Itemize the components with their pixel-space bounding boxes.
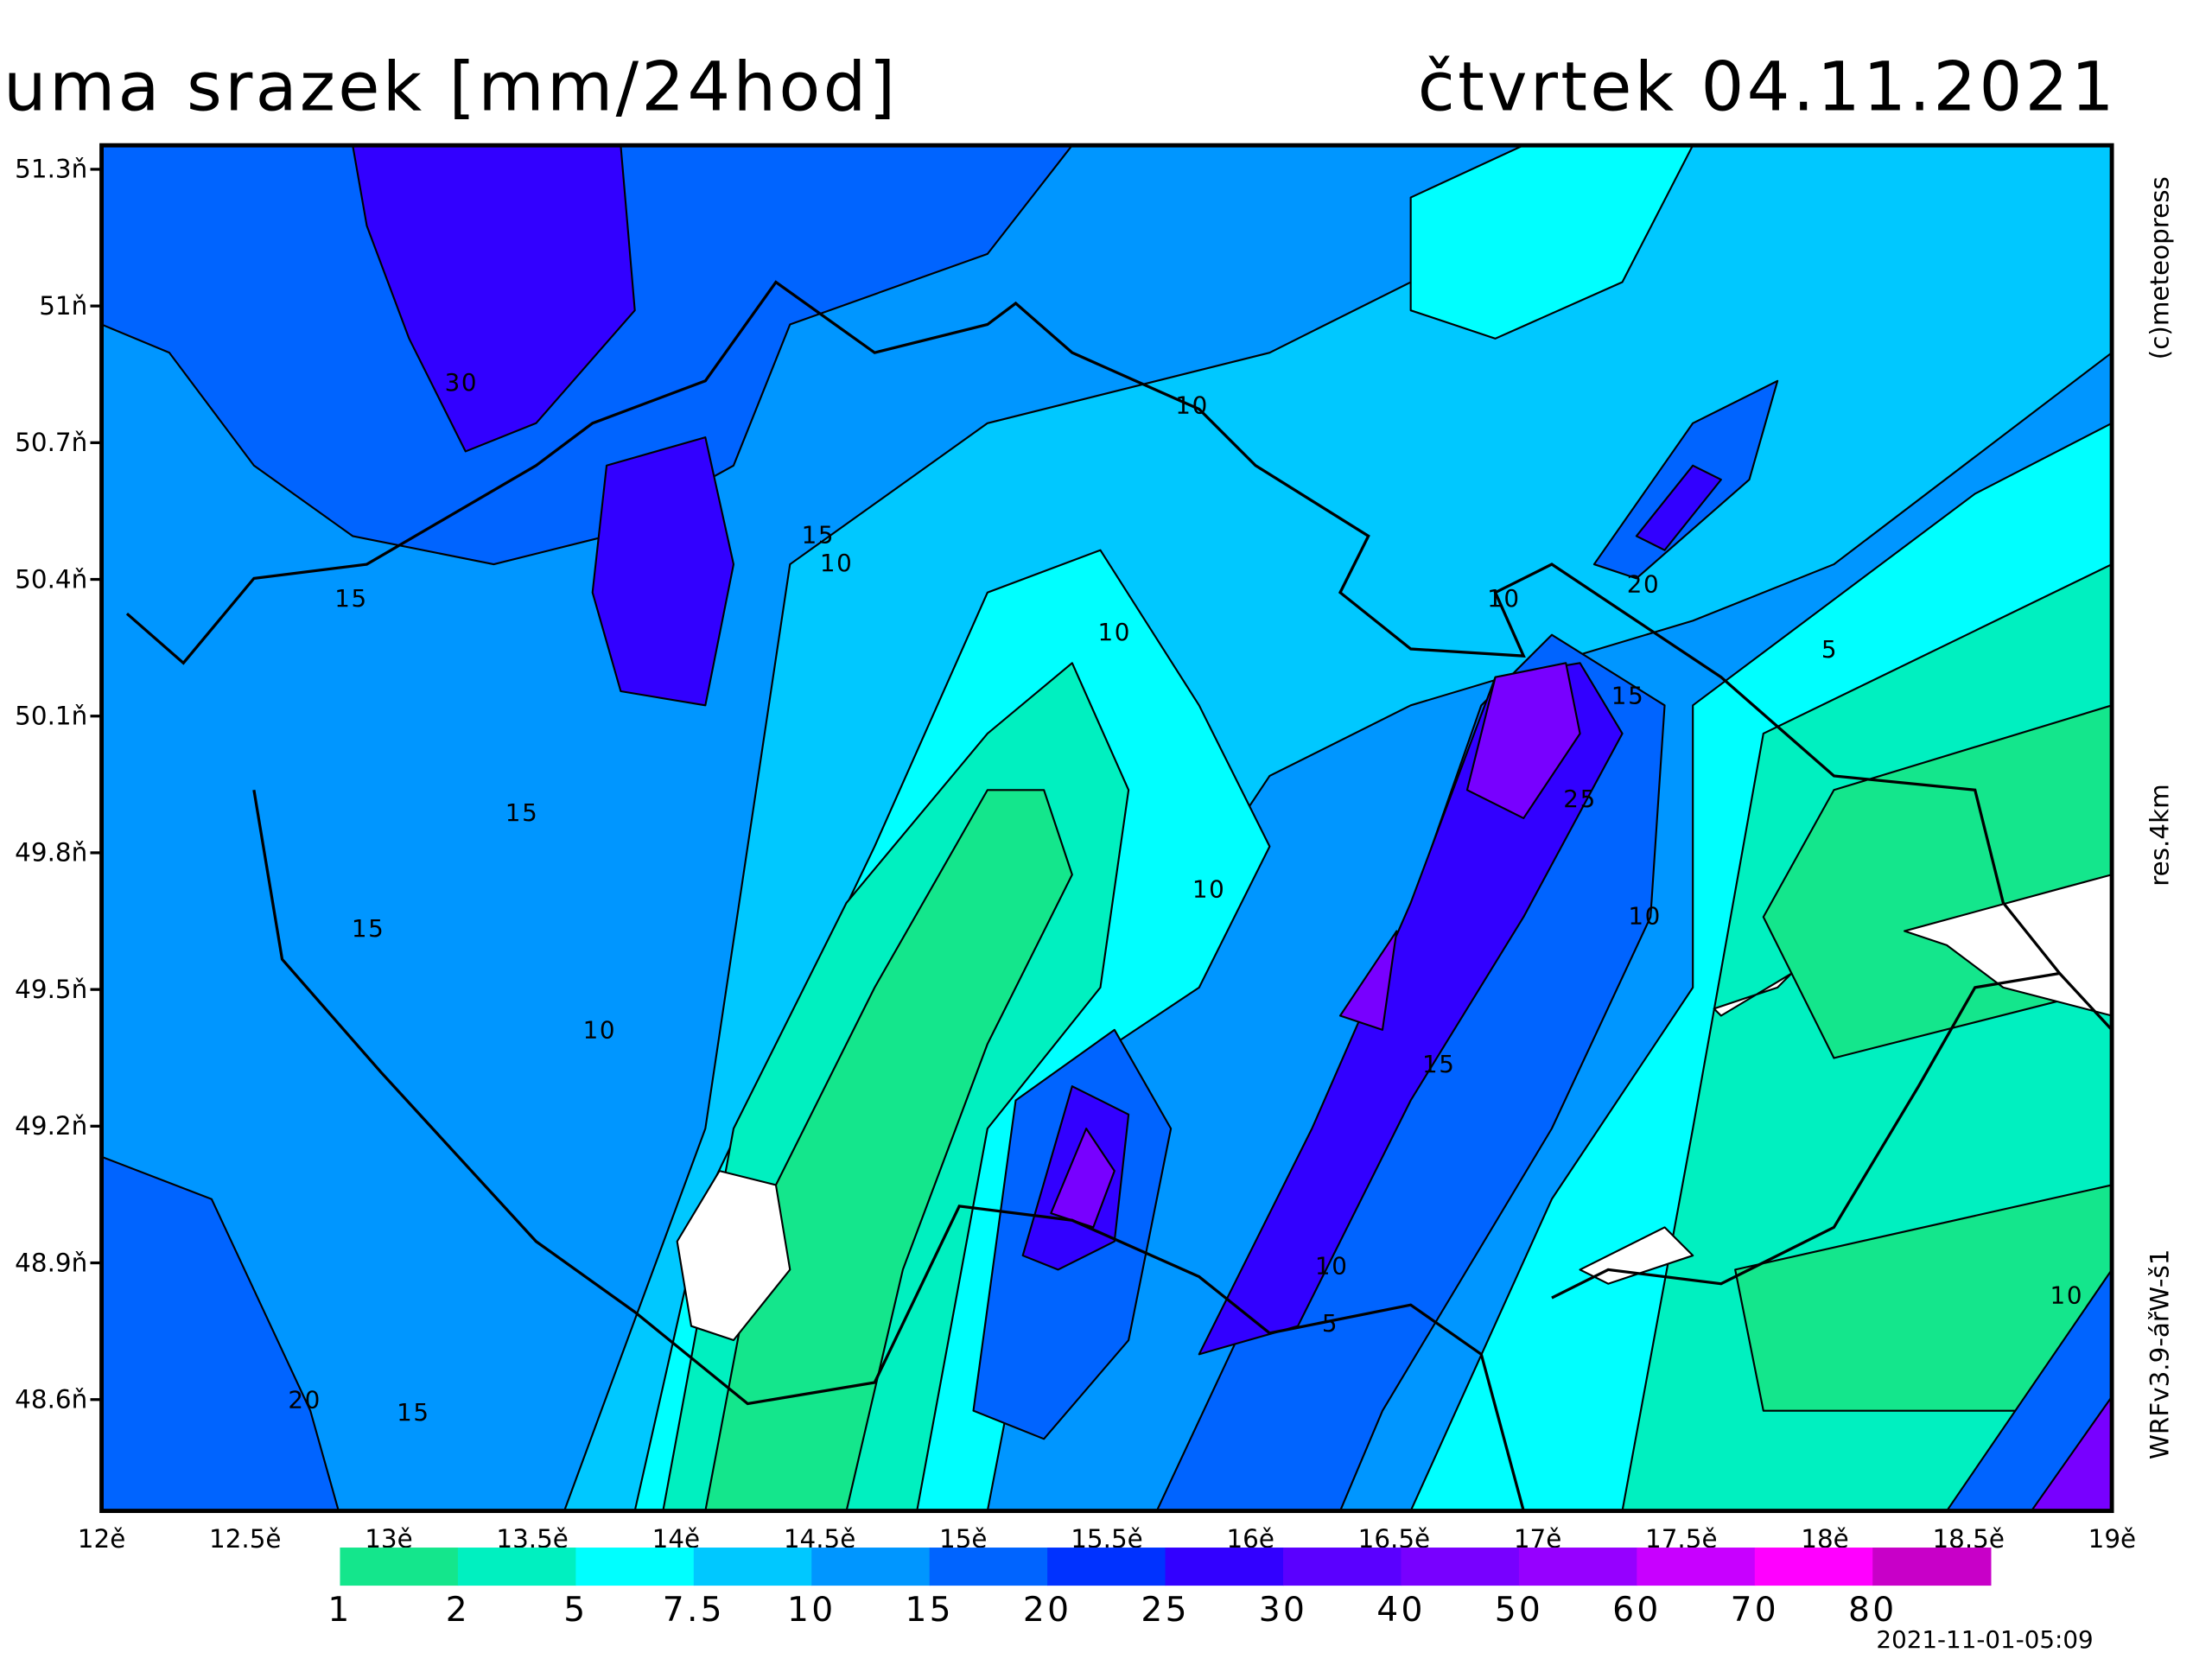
legend-swatch: [1872, 1548, 1992, 1586]
y-axis-label: 50.1ň: [15, 702, 87, 731]
legend-label: 70: [1731, 1591, 1779, 1630]
legend-label: 1: [327, 1591, 352, 1630]
map-date: čtvrtek 04.11.2021: [1418, 48, 2117, 126]
contour-label: 15: [397, 1398, 430, 1427]
contour-label: 25: [1563, 785, 1597, 813]
y-axis-label: 48.6ň: [15, 1385, 87, 1414]
contour-label: 15: [1611, 682, 1645, 710]
legend-swatch: [1165, 1548, 1284, 1586]
legend-label: 80: [1848, 1591, 1897, 1630]
legend-label: 50: [1495, 1591, 1543, 1630]
legend-swatch: [693, 1548, 813, 1586]
side-text: (c)meteopress: [2145, 176, 2174, 359]
contour-label: 20: [1627, 570, 1661, 599]
side-text: res.4km: [2145, 784, 2174, 886]
x-axis-label: 19ě: [2088, 1524, 2136, 1554]
legend-label: 40: [1376, 1591, 1425, 1630]
y-axis-label: 50.4ň: [15, 564, 87, 594]
contour-label: 15: [352, 914, 385, 943]
legend-swatch: [929, 1548, 1048, 1586]
contour-label: 10: [1175, 391, 1209, 419]
contour-label: 20: [288, 1385, 321, 1414]
y-axis-label: 50.7ň: [15, 428, 87, 457]
legend-label: 60: [1612, 1591, 1661, 1630]
legend-label: 10: [787, 1591, 836, 1630]
legend-swatch: [1283, 1548, 1402, 1586]
contour-label: 15: [505, 798, 539, 827]
y-axis-label: 49.5ň: [15, 975, 87, 1004]
legend-swatch: [340, 1548, 459, 1586]
side-text: WRFv3.9-ářW-š1: [2145, 1249, 2174, 1460]
labels: 51.3ň 51ň 50.7ň 50.4ň 50.1ň 49.8ň 49.5ň 49.2ň 48…: [15, 155, 2174, 1630]
contour-label: 10: [820, 549, 854, 577]
map-title: Suma srazek [mm/24hod]: [0, 48, 898, 126]
y-axis-label: 49.8ň: [15, 838, 87, 868]
legend-label: 25: [1141, 1591, 1189, 1630]
legend-label: 5: [563, 1591, 588, 1630]
contour-label: 15: [1422, 1050, 1456, 1078]
y-axis-label: 48.9ň: [15, 1248, 87, 1277]
legend-swatch: [575, 1548, 695, 1586]
x-axis-label: 12ě: [78, 1524, 125, 1554]
contour-label: 10: [2050, 1281, 2084, 1310]
y-axis-label: 51ň: [39, 291, 87, 321]
timestamp: 2021-11-01-05:09: [1876, 1625, 2093, 1654]
y-axis-label: 49.2ň: [15, 1111, 87, 1141]
legend-label: 2: [446, 1591, 470, 1630]
y-axis-label: 51.3ň: [15, 155, 87, 184]
contour-label: 15: [334, 584, 368, 613]
contour-label: 10: [1315, 1251, 1349, 1280]
plot-frame: [99, 143, 2114, 1514]
legend-label: 20: [1023, 1591, 1071, 1630]
contour-label: 30: [445, 368, 479, 397]
contour-label: 5: [1322, 1309, 1338, 1338]
legend-label: 7.5: [663, 1591, 725, 1630]
contour-label: 10: [583, 1016, 617, 1045]
contour-label: 10: [1192, 874, 1226, 903]
contour-label: 15: [802, 521, 836, 550]
legend-swatch: [1754, 1548, 1874, 1586]
legend-swatch: [457, 1548, 577, 1586]
legend-swatch: [811, 1548, 931, 1586]
precipitation-field: [101, 145, 2113, 1511]
contour-label: 10: [1628, 901, 1662, 930]
legend-label: 15: [905, 1591, 953, 1630]
legend-label: 30: [1259, 1591, 1307, 1630]
legend-swatch: [1047, 1548, 1166, 1586]
contour-label: 5: [1821, 635, 1838, 664]
x-axis-label: 12.5ě: [209, 1524, 281, 1554]
legend-swatch: [1637, 1548, 1756, 1586]
legend-swatch: [1518, 1548, 1638, 1586]
contour-label: 10: [1487, 584, 1521, 613]
contour-label: 10: [1098, 618, 1132, 646]
legend-swatch: [1401, 1548, 1520, 1586]
